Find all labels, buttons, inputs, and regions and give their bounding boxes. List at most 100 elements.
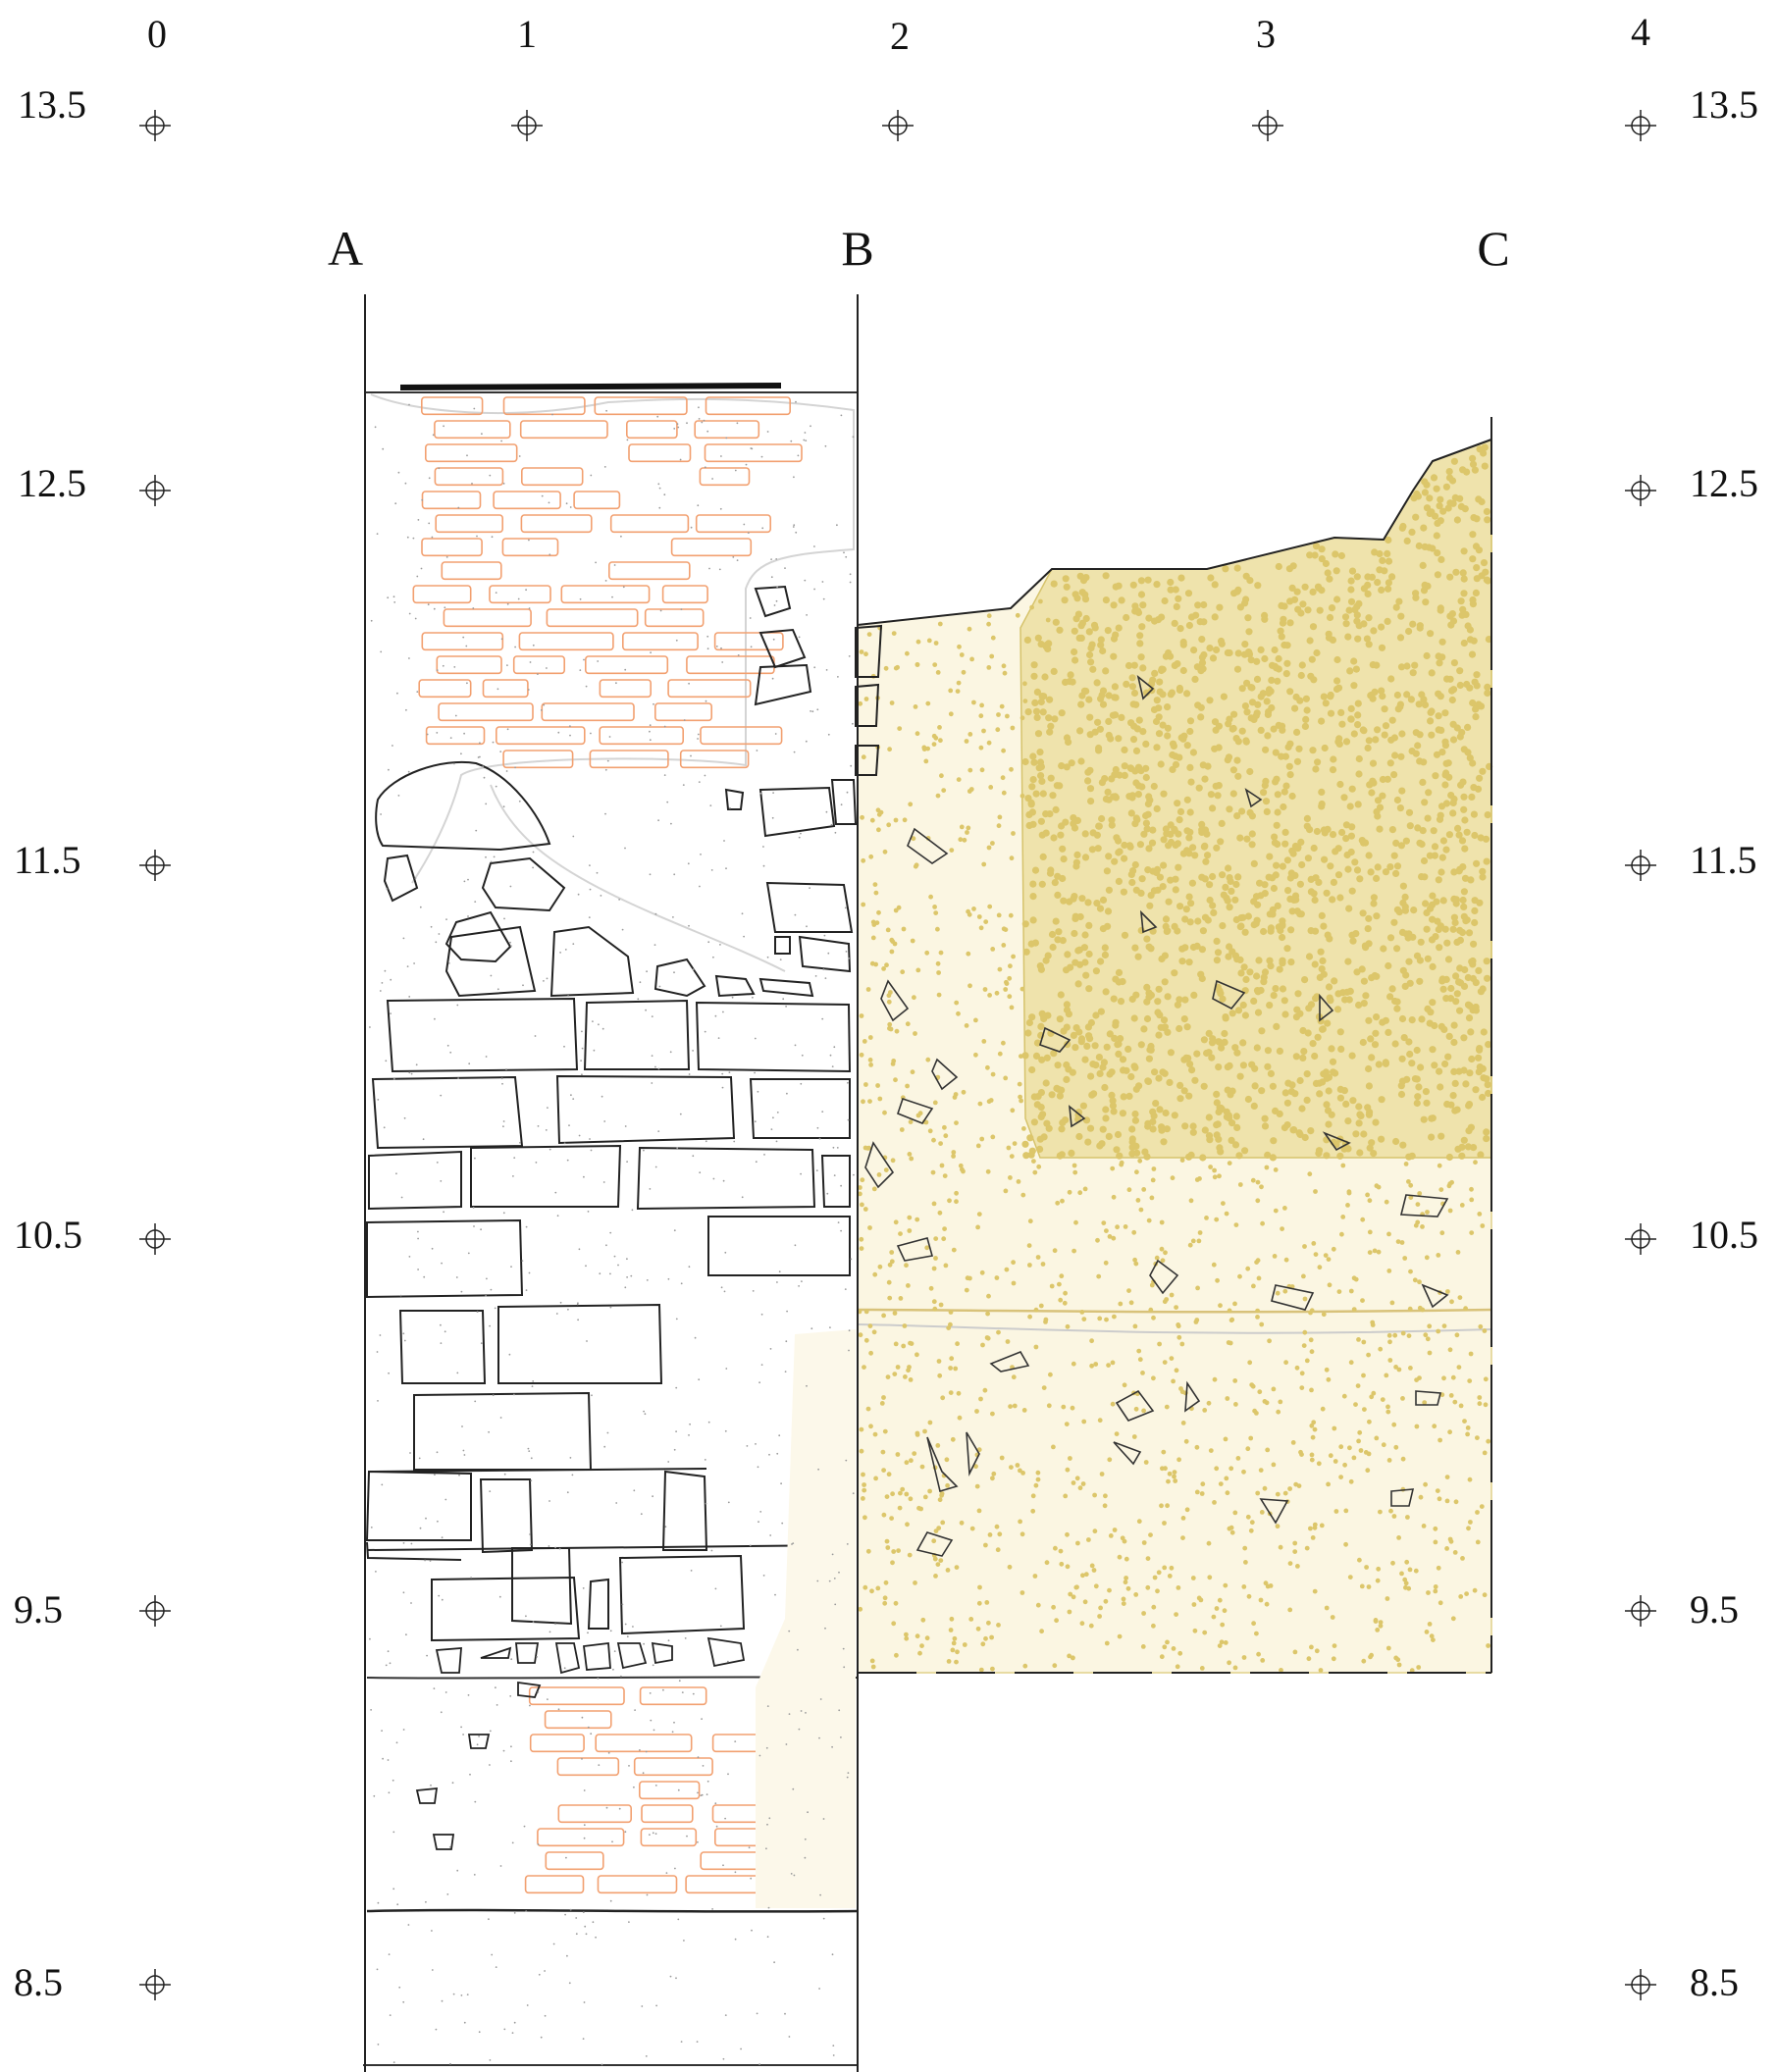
sand-dot xyxy=(1367,1198,1373,1204)
soil-speckle xyxy=(692,1692,695,1695)
sand-dot xyxy=(1159,1503,1164,1509)
sand-dot xyxy=(895,1365,901,1370)
sand-dot xyxy=(1036,1164,1042,1169)
soil-speckle xyxy=(485,803,488,805)
soil-speckle xyxy=(840,414,843,417)
sand-dot xyxy=(1384,549,1391,558)
sand-dot xyxy=(1353,611,1361,619)
sand-dot xyxy=(1167,830,1175,839)
soil-speckle xyxy=(846,1543,849,1545)
sand-dot xyxy=(962,1642,967,1647)
row-label-left-12-5: 12.5 xyxy=(18,461,86,505)
sand-dot xyxy=(1121,771,1128,780)
soil-speckle xyxy=(605,409,607,412)
sand-dot xyxy=(1131,1434,1137,1439)
soil-speckle xyxy=(722,1864,724,1867)
sand-dot xyxy=(1462,1080,1470,1088)
soil-speckle xyxy=(634,1709,636,1711)
soil-speckle xyxy=(402,1542,405,1544)
soil-speckle xyxy=(424,1559,426,1562)
soil-speckle xyxy=(706,1780,709,1783)
soil-speckle xyxy=(745,463,748,466)
soil-speckle xyxy=(681,1691,684,1693)
sand-dot xyxy=(1346,803,1354,810)
sand-dot xyxy=(1396,1535,1401,1540)
sand-dot xyxy=(1190,1238,1196,1244)
sand-dot xyxy=(1410,906,1418,914)
soil-speckle xyxy=(790,440,793,442)
sand-dot xyxy=(1397,1082,1405,1090)
soil-speckle xyxy=(801,1054,804,1057)
sand-dot xyxy=(1112,1528,1118,1532)
sand-dot xyxy=(1430,474,1438,482)
soil-speckle xyxy=(505,770,508,772)
sand-dot xyxy=(1092,1011,1100,1019)
soil-speckle xyxy=(443,425,444,428)
sand-dot xyxy=(1099,687,1108,695)
sand-dot xyxy=(1250,1177,1256,1183)
sand-dot xyxy=(1018,1519,1022,1525)
grid-column-labels: 0 1 2 3 4 xyxy=(147,10,1650,58)
sand-dot xyxy=(987,904,993,909)
sand-dot xyxy=(1261,890,1269,898)
brick xyxy=(584,655,669,675)
soil-speckle xyxy=(800,1082,803,1085)
soil-speckle xyxy=(563,1045,565,1048)
stone-block xyxy=(774,936,791,955)
sand-dot xyxy=(939,1163,945,1168)
sand-dot xyxy=(933,641,939,646)
sand-dot xyxy=(1444,1546,1449,1551)
sand-dot xyxy=(1012,1403,1018,1409)
sand-dot xyxy=(1133,816,1141,824)
sand-dot xyxy=(1162,1565,1168,1571)
sand-dot xyxy=(1059,1273,1065,1279)
soil-speckle xyxy=(785,1743,788,1745)
sand-dot xyxy=(916,1505,921,1511)
sand-dot xyxy=(906,1368,911,1373)
sand-dot xyxy=(1232,1665,1238,1671)
sand-dot xyxy=(1111,683,1119,691)
sand-dot xyxy=(1220,693,1228,700)
sand-dot xyxy=(1224,897,1231,905)
sand-dot xyxy=(1102,1114,1110,1122)
sand-dot xyxy=(1140,1371,1145,1375)
sand-dot xyxy=(1162,1360,1168,1365)
sand-dot xyxy=(1003,1075,1009,1081)
soil-speckle xyxy=(651,1015,653,1017)
soil-speckle xyxy=(491,536,494,539)
sand-dot xyxy=(1091,1042,1099,1050)
sand-dot xyxy=(1049,943,1057,952)
sand-dot xyxy=(1441,1323,1447,1328)
sand-dot xyxy=(1413,1046,1421,1055)
sand-dot xyxy=(1203,1049,1211,1058)
sand-dot xyxy=(1460,1136,1468,1144)
soil-speckle xyxy=(417,519,420,521)
sand-dot xyxy=(1471,466,1479,474)
sand-dot xyxy=(1017,1081,1022,1087)
sand-dot xyxy=(1414,1377,1419,1382)
sand-dot xyxy=(1372,736,1380,744)
sand-dot xyxy=(1078,619,1086,627)
sand-dot xyxy=(1340,1215,1346,1219)
soil-speckle xyxy=(462,636,465,639)
sand-dot xyxy=(1428,669,1436,677)
sand-dot xyxy=(862,1207,868,1212)
soil-speckle xyxy=(821,1111,824,1113)
soil-speckle xyxy=(639,1749,641,1751)
soil-speckle xyxy=(602,1181,605,1183)
sand-dot xyxy=(1196,1238,1202,1244)
sand-dot xyxy=(1402,1577,1408,1582)
sand-dot xyxy=(1170,1175,1176,1181)
soil-speckle xyxy=(844,1288,847,1290)
sand-dot xyxy=(1308,1337,1314,1343)
sand-dot xyxy=(1415,1202,1421,1207)
sand-dot xyxy=(956,680,962,686)
sand-dot xyxy=(1331,977,1338,985)
sand-dot xyxy=(1355,622,1363,630)
soil-speckle xyxy=(686,1835,688,1838)
small-stone xyxy=(435,1647,462,1674)
sand-dot xyxy=(1271,646,1279,654)
sand-dot xyxy=(994,1275,1000,1280)
sand-dot xyxy=(1248,1528,1254,1533)
sand-dot xyxy=(1213,844,1221,852)
